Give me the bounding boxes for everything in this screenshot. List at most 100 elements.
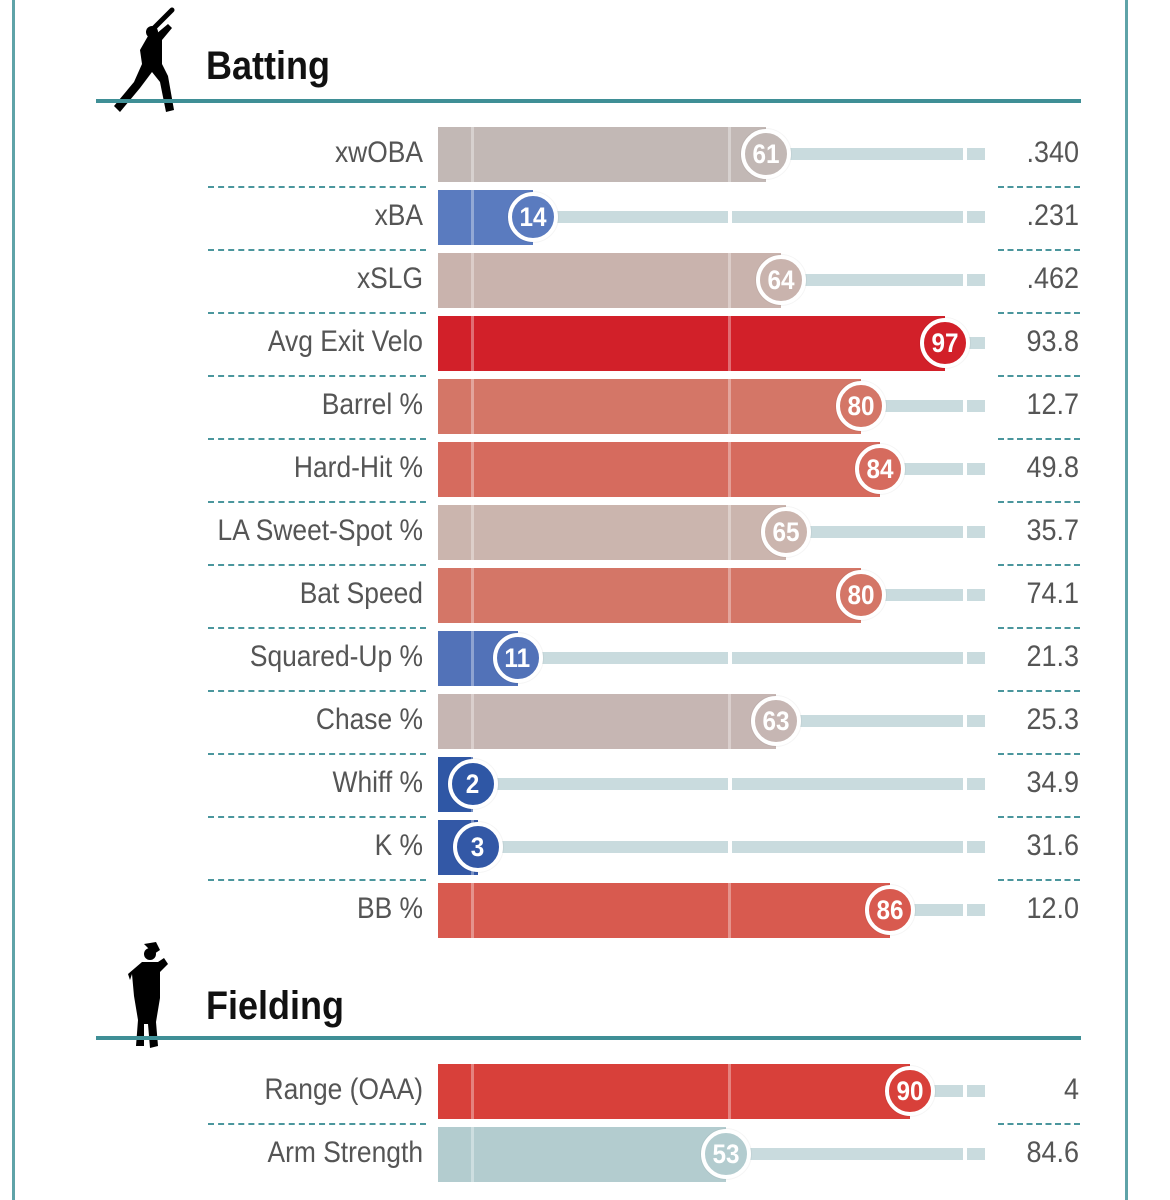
- row-divider-right-chase: [998, 752, 1080, 755]
- row-value-xwoba: .340: [1026, 136, 1079, 169]
- bar-tick-bat-speed-0: [470, 568, 474, 623]
- batter-silhouette-icon: [114, 7, 175, 112]
- bar-tick-xwoba-0: [470, 127, 474, 182]
- bar-tick-xwoba-1: [727, 127, 731, 182]
- percentile-text-whiff: 2: [466, 768, 480, 799]
- row-label-avg-exit-velo: Avg Exit Velo: [267, 325, 423, 358]
- row-label-barrel: Barrel %: [321, 388, 423, 421]
- row-divider-right-xwoba: [998, 185, 1080, 188]
- percentile-badge-xslg: 64: [756, 255, 807, 305]
- row-label-squared-up: Squared-Up %: [249, 640, 423, 673]
- track-tick-whiff-1: [727, 778, 732, 790]
- bar-bat-speed: [438, 568, 861, 623]
- track-xba: [438, 211, 985, 223]
- bar-arm-strength: [438, 1127, 727, 1182]
- bar-tick-hard-hit-0: [470, 442, 474, 497]
- percentile-text-squared-up: 11: [504, 642, 531, 673]
- bar-avg-exit-velo: [438, 316, 946, 371]
- row-divider-left-chase: [208, 752, 426, 755]
- track-tick-k-1: [727, 841, 732, 853]
- row-divider-right-barrel: [998, 437, 1080, 440]
- percentile-text-bb: 86: [876, 894, 904, 925]
- percentile-badge-avg-exit-velo: 97: [920, 318, 971, 368]
- row-value-range-oaa: 4: [1063, 1073, 1079, 1106]
- bar-tick-range-oaa-0: [470, 1064, 474, 1119]
- percentile-badge-bat-speed: 80: [835, 570, 886, 620]
- row-value-xslg: .462: [1026, 262, 1079, 295]
- row-value-bb: 12.0: [1026, 892, 1079, 925]
- frame-border-right: [1125, 0, 1128, 1200]
- bar-tick-hard-hit-1: [727, 442, 731, 497]
- track-tick-bb-2: [963, 904, 968, 916]
- row-divider-left-whiff: [208, 815, 426, 818]
- bar-tick-chase-0: [470, 694, 474, 749]
- row-divider-left-hard-hit: [208, 500, 426, 503]
- row-divider-left-la-sweet-spot: [208, 563, 426, 566]
- track-tick-k-2: [963, 841, 968, 853]
- row-value-k: 31.6: [1026, 829, 1079, 862]
- percentile-badge-whiff: 2: [447, 759, 498, 809]
- bar-range-oaa: [438, 1064, 911, 1119]
- row-value-arm-strength: 84.6: [1026, 1136, 1079, 1169]
- track-tick-whiff-2: [963, 778, 968, 790]
- row-label-range-oaa: Range (OAA): [264, 1073, 423, 1106]
- row-divider-right-squared-up: [998, 689, 1080, 692]
- percentile-badge-la-sweet-spot: 65: [761, 507, 812, 557]
- percentile-text-arm-strength: 53: [712, 1138, 740, 1169]
- row-divider-left-xwoba: [208, 185, 426, 188]
- row-divider-left-squared-up: [208, 689, 426, 692]
- row-value-la-sweet-spot: 35.7: [1026, 514, 1079, 547]
- row-divider-right-la-sweet-spot: [998, 563, 1080, 566]
- percentile-text-bat-speed: 80: [847, 579, 875, 610]
- bar-hard-hit: [438, 442, 881, 497]
- percentile-badge-barrel: 80: [835, 381, 886, 431]
- percentile-badge-arm-strength: 53: [701, 1129, 752, 1179]
- row-label-xba: xBA: [374, 199, 423, 232]
- percentile-text-xslg: 64: [767, 264, 795, 295]
- row-divider-right-bat-speed: [998, 626, 1080, 629]
- bar-tick-avg-exit-velo-0: [470, 316, 474, 371]
- row-divider-left-avg-exit-velo: [208, 374, 426, 377]
- row-divider-left-k: [208, 878, 426, 881]
- percentile-badge-bb: 86: [865, 885, 916, 935]
- percentile-badge-xba: 14: [507, 192, 558, 242]
- row-divider-right-avg-exit-velo: [998, 374, 1080, 377]
- section-title-batting: Batting: [206, 44, 330, 88]
- row-divider-left-barrel: [208, 437, 426, 440]
- track-whiff: [438, 778, 985, 790]
- bar-chase: [438, 694, 777, 749]
- track-tick-range-oaa-2: [963, 1085, 968, 1097]
- track-tick-hard-hit-2: [963, 463, 968, 475]
- bar-tick-avg-exit-velo-1: [727, 316, 731, 371]
- percentile-badge-chase: 63: [751, 696, 802, 746]
- bar-xwoba: [438, 127, 767, 182]
- percentile-text-k: 3: [471, 831, 485, 862]
- section-rule-batting: [96, 99, 1081, 103]
- bar-tick-xslg-0: [470, 253, 474, 308]
- row-value-barrel: 12.7: [1026, 388, 1079, 421]
- track-k: [438, 841, 985, 853]
- track-squared-up: [438, 652, 985, 664]
- row-value-squared-up: 21.3: [1026, 640, 1079, 673]
- percentile-badge-squared-up: 11: [492, 633, 543, 683]
- percentile-text-range-oaa: 90: [896, 1075, 924, 1106]
- row-value-bat-speed: 74.1: [1026, 577, 1079, 610]
- track-tick-barrel-2: [963, 400, 968, 412]
- row-label-arm-strength: Arm Strength: [267, 1136, 423, 1169]
- row-label-xslg: xSLG: [356, 262, 423, 295]
- row-value-xba: .231: [1026, 199, 1079, 232]
- percentile-text-avg-exit-velo: 97: [931, 327, 959, 358]
- row-label-k: K %: [374, 829, 423, 862]
- bar-bb: [438, 883, 891, 938]
- bar-la-sweet-spot: [438, 505, 787, 560]
- row-value-avg-exit-velo: 93.8: [1026, 325, 1079, 358]
- row-divider-right-xslg: [998, 311, 1080, 314]
- fielder-silhouette-icon: [128, 942, 168, 1048]
- row-divider-left-xslg: [208, 311, 426, 314]
- row-label-hard-hit: Hard-Hit %: [293, 451, 423, 484]
- row-divider-right-k: [998, 878, 1080, 881]
- percentile-badge-xwoba: 61: [741, 129, 792, 179]
- track-tick-xba-1: [727, 211, 732, 223]
- row-divider-left-bat-speed: [208, 626, 426, 629]
- row-label-whiff: Whiff %: [332, 766, 423, 799]
